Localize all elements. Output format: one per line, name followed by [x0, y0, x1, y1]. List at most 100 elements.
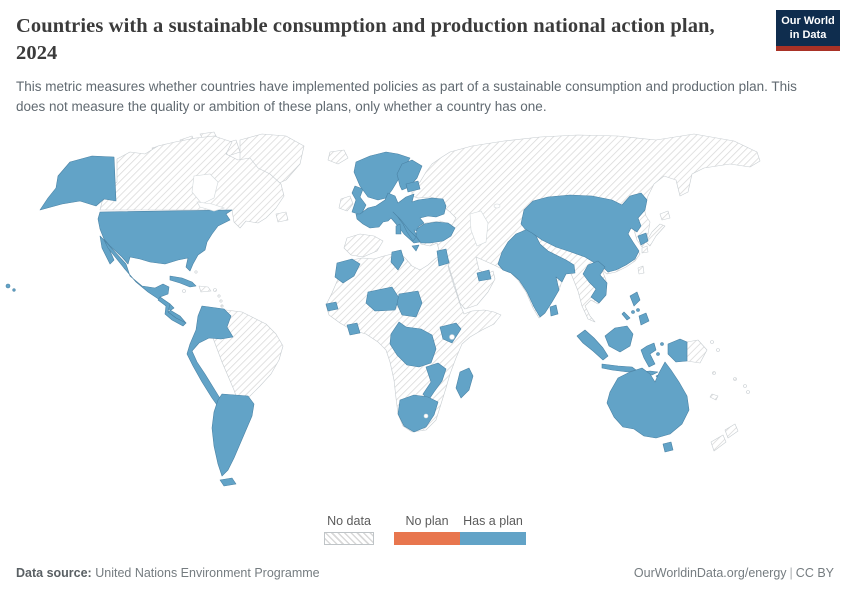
region-niger[interactable]	[365, 286, 400, 312]
region-iceland[interactable]	[327, 149, 349, 165]
license-link[interactable]: CC BY	[795, 566, 834, 580]
region-continental-europe[interactable]	[355, 192, 447, 244]
region-philippines-visayas[interactable]	[631, 310, 635, 314]
legend-label-no-data: No data	[327, 514, 371, 528]
region-mozambique[interactable]	[422, 362, 447, 402]
region-png-islands[interactable]	[710, 340, 714, 344]
region-china-mongolia[interactable]	[520, 192, 648, 273]
region-philippines-palawan[interactable]	[621, 311, 631, 321]
region-hawaii[interactable]	[12, 288, 16, 292]
owid-logo[interactable]: Our World in Data	[776, 10, 840, 51]
legend-bins: No plan Has a plan	[394, 514, 526, 545]
region-corsica-sardinia[interactable]	[395, 223, 402, 235]
region-japan-kyushu[interactable]	[641, 245, 649, 254]
region-kenya[interactable]	[439, 322, 462, 344]
aral-sea	[493, 203, 501, 209]
region-philippines-mindanao[interactable]	[638, 312, 650, 326]
legend-item-has-plan: Has a plan	[460, 514, 526, 545]
region-antilles[interactable]	[219, 299, 223, 303]
legend-label-has-plan: Has a plan	[463, 514, 523, 528]
region-iberia[interactable]	[343, 233, 384, 258]
world-map-svg	[5, 131, 761, 487]
data-source: Data source: United Nations Environment …	[16, 566, 320, 580]
page-title: Countries with a sustainable consumption…	[16, 15, 715, 65]
region-cameroon-drc[interactable]	[389, 321, 437, 368]
region-philippines-luzon[interactable]	[629, 291, 641, 307]
region-moluccas[interactable]	[656, 352, 660, 356]
legend-item-no-plan: No plan	[394, 514, 460, 545]
world-map	[0, 124, 850, 516]
region-chad[interactable]	[396, 290, 423, 318]
region-sumatra[interactable]	[576, 329, 609, 361]
region-madagascar[interactable]	[455, 367, 474, 399]
region-cuba[interactable]	[169, 275, 197, 288]
region-new-zealand-south[interactable]	[710, 434, 727, 452]
region-java[interactable]	[601, 363, 637, 373]
lesotho	[423, 413, 429, 419]
region-pacific-islands[interactable]	[743, 384, 747, 388]
region-papua-new-guinea[interactable]	[686, 339, 708, 364]
region-baltic-states[interactable]	[405, 180, 421, 193]
region-finland[interactable]	[396, 159, 423, 191]
page-subtitle: This metric measures whether countries h…	[16, 79, 797, 115]
region-west-papua[interactable]	[667, 338, 688, 363]
legend-swatch-no-data[interactable]	[324, 532, 374, 545]
region-sulawesi[interactable]	[640, 342, 657, 368]
caspian-sea	[469, 210, 489, 247]
region-antilles[interactable]	[217, 294, 221, 298]
chart-header: Countries with a sustainable consumption…	[0, 0, 850, 117]
region-tunisia[interactable]	[390, 249, 405, 271]
region-png-islands[interactable]	[716, 348, 720, 352]
region-australia[interactable]	[606, 361, 690, 439]
region-japan-hokkaido[interactable]	[659, 210, 671, 221]
region-newfoundland[interactable]	[275, 211, 289, 223]
great-lakes	[196, 201, 225, 212]
owid-url-link[interactable]: OurWorldinData.org/energy	[633, 566, 787, 580]
chart-footer: Data source: United Nations Environment …	[16, 566, 834, 580]
region-canada[interactable]	[99, 135, 285, 229]
region-antilles[interactable]	[220, 304, 224, 308]
region-bahamas[interactable]	[194, 270, 198, 274]
region-cote-divoire[interactable]	[346, 322, 361, 336]
region-jordan[interactable]	[436, 248, 450, 267]
region-sri-lanka[interactable]	[549, 304, 559, 317]
owid-logo-line2: in Data	[789, 29, 827, 41]
footer-links: OurWorldinData.org/energy | CC BY	[634, 566, 834, 580]
region-laos-vietnam-cambodia[interactable]	[582, 260, 608, 304]
region-alaska[interactable]	[39, 155, 117, 211]
legend-label-no-plan: No plan	[405, 514, 449, 528]
region-borneo[interactable]	[604, 325, 634, 353]
region-ireland[interactable]	[338, 195, 354, 212]
region-jamaica[interactable]	[182, 289, 186, 293]
region-taiwan[interactable]	[637, 265, 645, 275]
map-legend: No data No plan Has a plan	[0, 514, 850, 545]
region-puerto-rico[interactable]	[213, 288, 217, 292]
region-south-korea[interactable]	[637, 232, 649, 246]
region-new-caledonia[interactable]	[709, 393, 719, 401]
region-hispaniola[interactable]	[198, 285, 212, 293]
owid-logo-line1: Our World	[781, 14, 835, 27]
legend-swatch-has-plan[interactable]	[460, 532, 526, 545]
region-moluccas[interactable]	[660, 342, 664, 346]
region-pacific-islands[interactable]	[733, 377, 737, 381]
region-fiji[interactable]	[746, 390, 750, 394]
region-pacific-islands[interactable]	[712, 371, 716, 375]
region-senegal[interactable]	[325, 301, 339, 312]
legend-swatch-no-plan[interactable]	[394, 532, 460, 545]
region-turkey[interactable]	[415, 221, 456, 244]
hudson-bay	[191, 173, 219, 205]
region-uae[interactable]	[476, 269, 492, 282]
region-sicily[interactable]	[411, 244, 420, 252]
region-morocco[interactable]	[334, 258, 361, 284]
region-central-america[interactable]	[157, 296, 187, 327]
data-source-label: Data source:	[16, 566, 92, 580]
region-philippines-visayas[interactable]	[636, 308, 640, 312]
region-chile-argentina[interactable]	[211, 393, 255, 477]
region-tasmania[interactable]	[662, 441, 674, 453]
region-south-africa[interactable]	[397, 394, 439, 433]
region-japan-honshu[interactable]	[645, 223, 666, 247]
region-tierra-del-fuego[interactable]	[219, 477, 237, 487]
region-usa[interactable]	[97, 209, 233, 272]
region-hawaii[interactable]	[5, 283, 11, 289]
region-new-zealand-north[interactable]	[724, 423, 739, 439]
